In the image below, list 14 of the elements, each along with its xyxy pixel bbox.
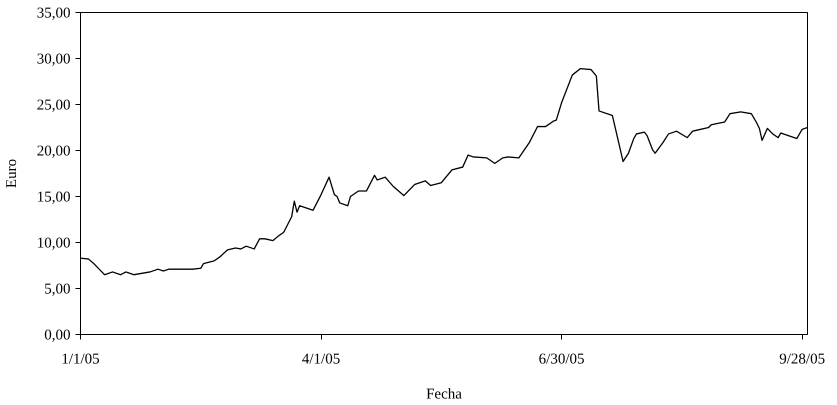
x-axis-title: Fecha: [426, 386, 462, 402]
y-tick-label: 25,00: [36, 98, 70, 114]
x-tick-label: 1/1/05: [61, 352, 100, 368]
y-tick-label: 20,00: [36, 144, 70, 160]
x-tick-label: 9/28/05: [779, 352, 826, 368]
y-tick-label: 5,00: [44, 282, 70, 298]
y-tick-label: 35,00: [36, 6, 70, 22]
y-tick-label: 10,00: [36, 236, 70, 252]
y-tick-label: 15,00: [36, 190, 70, 206]
y-tick-label: 0,00: [44, 328, 70, 344]
y-axis-title: Euro: [4, 158, 20, 188]
x-tick-label: 4/1/05: [302, 352, 340, 368]
x-tick-label: 6/30/05: [538, 352, 585, 368]
y-tick-label: 30,00: [36, 52, 70, 68]
